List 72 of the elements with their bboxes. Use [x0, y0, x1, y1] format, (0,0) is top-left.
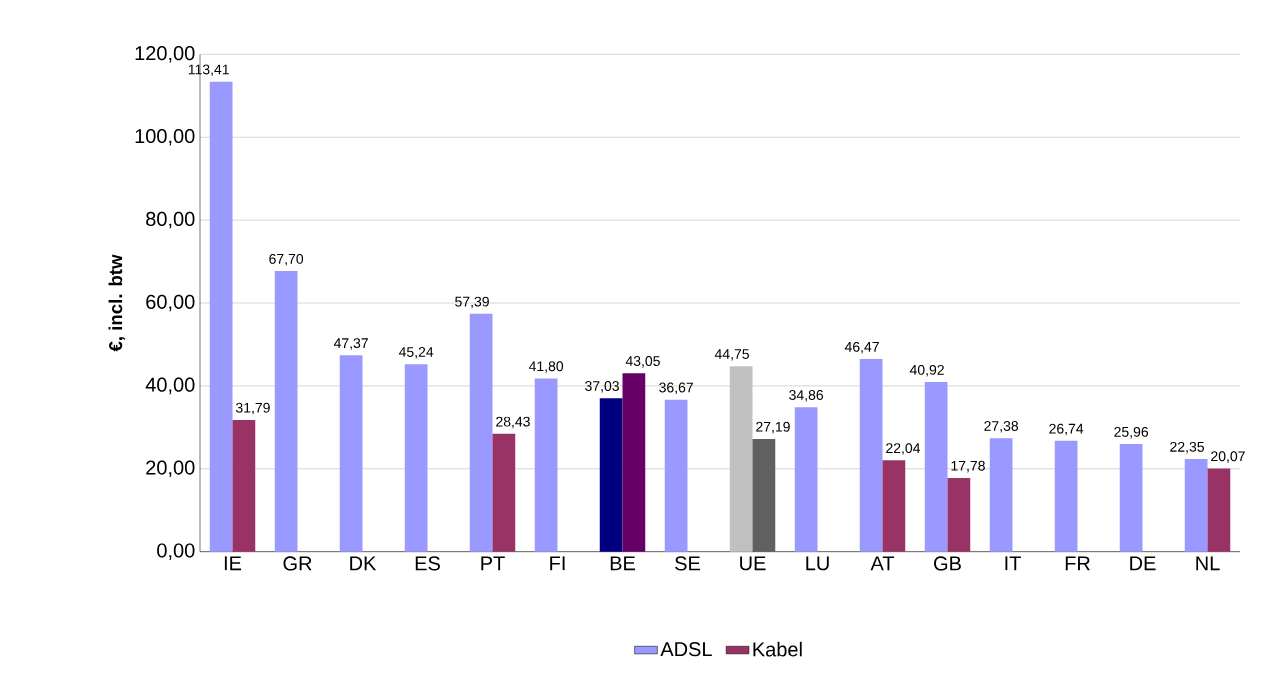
bar	[882, 460, 906, 552]
bar	[1119, 444, 1143, 552]
bar	[729, 366, 753, 552]
x-tick-label: ES	[415, 556, 440, 571]
x-tick-label: NL	[1196, 556, 1220, 571]
data-label: 22,35	[1170, 441, 1204, 454]
data-label: 40,92	[909, 364, 944, 377]
bar	[947, 477, 971, 552]
legend-label: Kabel	[753, 641, 802, 657]
x-tick-label: GB	[934, 556, 961, 571]
x-tick-label: PT	[481, 556, 505, 571]
bar	[924, 382, 948, 552]
bar	[1184, 459, 1208, 552]
x-tick-label: SE	[675, 556, 700, 571]
data-label: 43,05	[625, 356, 660, 368]
data-label: 25,96	[1114, 426, 1149, 439]
bar	[469, 313, 493, 552]
bar	[209, 81, 233, 552]
bar	[794, 407, 818, 552]
data-label: 46,47	[844, 341, 879, 354]
x-tick-label: FR	[1065, 556, 1090, 571]
data-label: 44,75	[714, 349, 749, 361]
data-label: 113,41	[188, 64, 229, 77]
x-tick-label: UE	[740, 556, 766, 571]
bar	[859, 359, 883, 552]
y-tick-label: 40,00	[145, 377, 195, 395]
data-label: 17,78	[951, 460, 985, 473]
data-label: 31,79	[235, 402, 270, 415]
data-label: 34,86	[789, 390, 824, 402]
x-tick-label: IT	[1005, 556, 1021, 571]
data-label: 45,24	[398, 347, 434, 359]
data-label: 36,67	[659, 382, 693, 395]
y-tick-label: 0,00	[157, 543, 195, 560]
data-label: 28,43	[496, 416, 530, 429]
bar	[664, 399, 688, 552]
data-label: 22,04	[886, 443, 921, 455]
data-label: 20,07	[1211, 451, 1245, 463]
data-label: 47,37	[333, 338, 368, 350]
bar	[1207, 468, 1231, 552]
y-tick-label: 120,00	[135, 46, 195, 63]
data-label: 41,80	[528, 361, 564, 373]
x-tick-label: DK	[350, 556, 377, 571]
x-tick-label: DE	[1130, 556, 1156, 571]
x-tick-label: FI	[550, 556, 565, 571]
bar	[752, 438, 776, 552]
data-label: 67,70	[269, 253, 304, 266]
data-label: 27,38	[984, 421, 1019, 433]
bar	[622, 373, 646, 552]
bar	[404, 364, 428, 552]
bar	[232, 419, 256, 552]
x-tick-label: LU	[806, 556, 829, 571]
y-tick-label: 80,00	[146, 211, 195, 229]
bar	[339, 355, 363, 552]
data-label: 57,39	[455, 296, 489, 309]
y-tick-label: 20,00	[146, 460, 195, 478]
bar	[1054, 440, 1078, 552]
x-tick-label: GR	[283, 556, 312, 571]
bar	[989, 438, 1013, 552]
x-tick-label: BE	[610, 556, 635, 571]
data-label: 26,74	[1049, 423, 1084, 436]
bar	[599, 398, 623, 552]
x-tick-label: AT	[870, 556, 895, 571]
bar	[534, 378, 558, 552]
data-label: 27,19	[756, 421, 790, 434]
bar	[274, 271, 298, 552]
data-label: 37,03	[585, 381, 619, 393]
y-tick-label: 60,00	[146, 294, 195, 312]
y-axis-title: €, incl. btw	[108, 254, 125, 352]
x-tick-label: IE	[224, 556, 242, 571]
y-tick-label: 100,00	[135, 128, 195, 146]
legend-label: ADSL	[660, 642, 712, 657]
bar	[492, 433, 516, 552]
